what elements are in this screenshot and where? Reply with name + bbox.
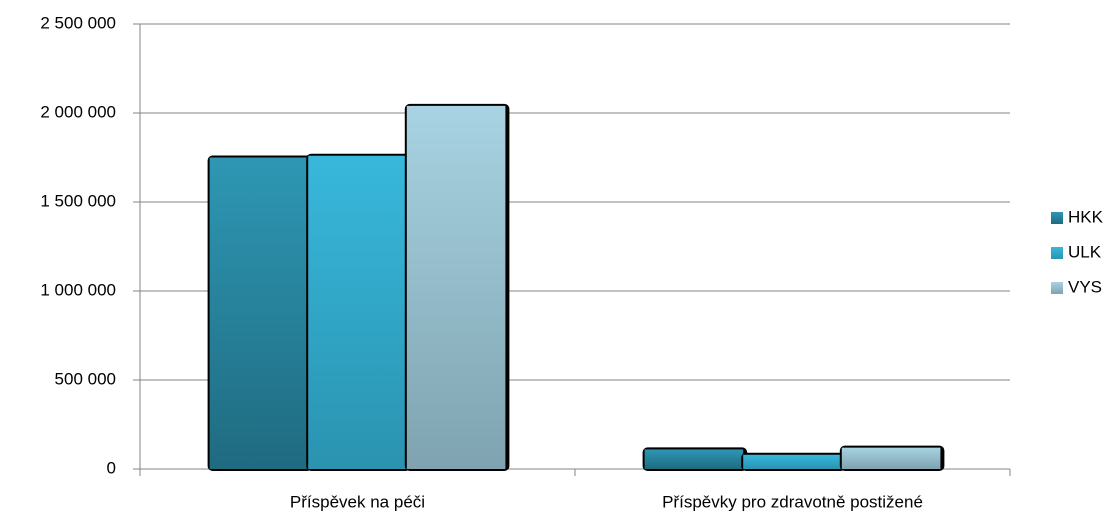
legend-label: ULK (1068, 242, 1102, 261)
y-tick-label: 500 000 (55, 369, 116, 388)
y-tick-label: 2 500 000 (40, 13, 116, 32)
legend-label: HKK (1068, 207, 1104, 226)
legend-label: VYS (1068, 277, 1102, 296)
y-tick-label: 2 000 000 (40, 102, 116, 121)
bar (841, 447, 941, 469)
bar (406, 105, 506, 469)
legend-swatch (1051, 212, 1063, 224)
x-tick-label: Příspěvek na péči (290, 492, 425, 511)
bar (743, 454, 842, 469)
bar (644, 449, 744, 469)
bar (308, 155, 407, 469)
y-tick-label: 1 000 000 (40, 280, 116, 299)
legend-swatch (1051, 282, 1063, 294)
y-tick-label: 0 (107, 458, 116, 477)
legend-swatch (1051, 247, 1063, 259)
bar (209, 157, 309, 469)
x-tick-label: Příspěvky pro zdravotně postižené (662, 492, 923, 511)
y-tick-label: 1 500 000 (40, 191, 116, 210)
